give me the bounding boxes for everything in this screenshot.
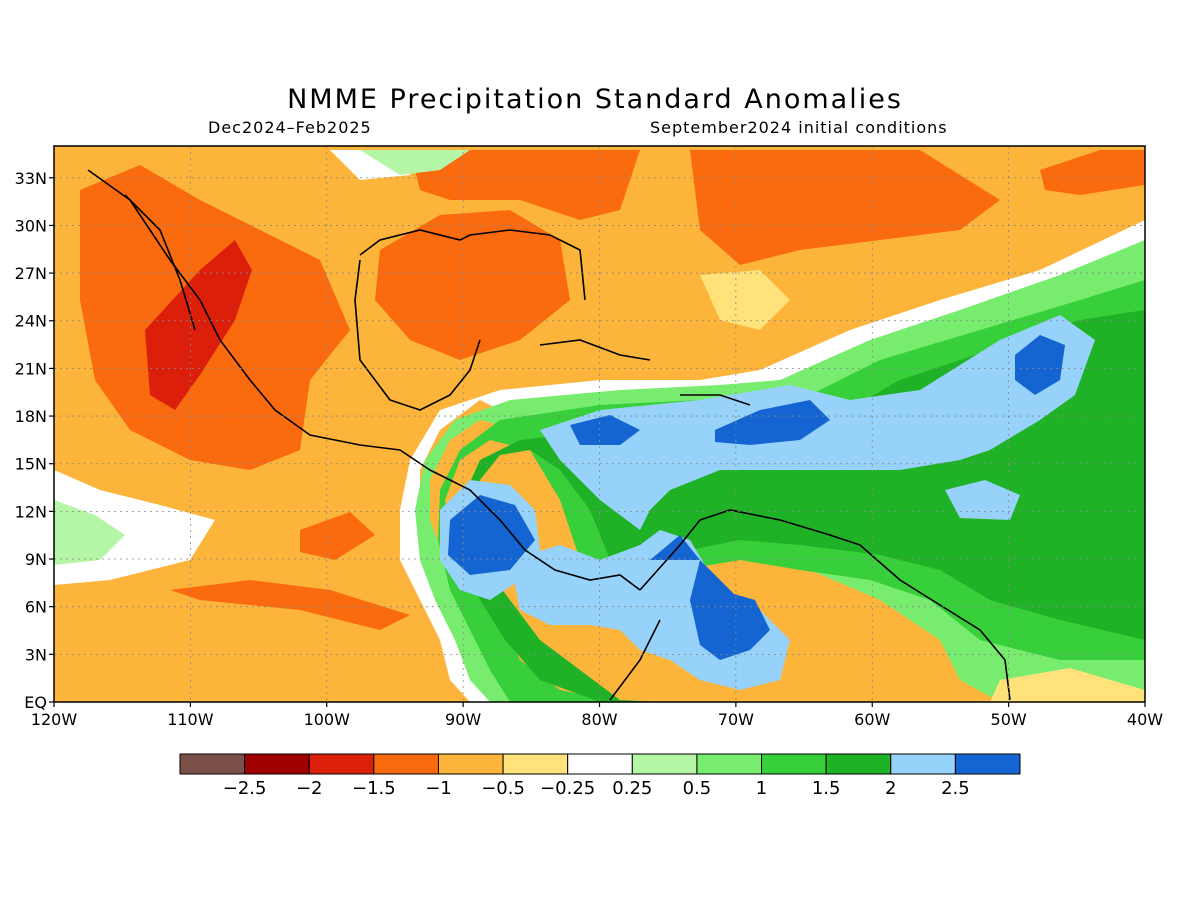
colorbar-label: 2.5 bbox=[941, 778, 970, 799]
colorbar-label: −1 bbox=[425, 778, 452, 799]
colorbar-label: 1.5 bbox=[812, 778, 841, 799]
lat-tick-label: 12N bbox=[15, 502, 47, 521]
colorbar-swatch bbox=[502, 753, 569, 775]
colorbar-swatch bbox=[954, 753, 1021, 775]
lon-tick-label: 80W bbox=[581, 710, 617, 729]
lon-tick-label: 60W bbox=[854, 710, 890, 729]
lat-tick-label: 9N bbox=[25, 550, 47, 569]
lon-tick-label: 100W bbox=[304, 710, 351, 729]
lon-tick-label: 40W bbox=[1127, 710, 1163, 729]
colorbar-label: −0.5 bbox=[481, 778, 525, 799]
colorbar-swatch bbox=[696, 753, 763, 775]
lon-tick-label: 110W bbox=[167, 710, 214, 729]
lon-tick-label: 50W bbox=[991, 710, 1027, 729]
colorbar-label: 2 bbox=[885, 778, 896, 799]
lon-tick-label: 120W bbox=[31, 710, 78, 729]
lat-tick-label: 27N bbox=[15, 264, 47, 283]
colorbar-swatch bbox=[179, 753, 246, 775]
lat-tick-label: 33N bbox=[15, 169, 47, 188]
colorbar: −2.5 −2 −1.5 −1 −0.5 −0.25 0.25 0.5 1 1.5 2 2.5 bbox=[179, 753, 1021, 799]
colorbar-label: −1.5 bbox=[352, 778, 396, 799]
init-conditions-label: September2024 initial conditions bbox=[650, 118, 948, 137]
lat-tick-label: 30N bbox=[15, 216, 47, 235]
colorbar-swatch bbox=[437, 753, 504, 775]
lat-tick-label: 15N bbox=[15, 455, 47, 474]
season-label: Dec2024–Feb2025 bbox=[208, 118, 372, 137]
colorbar-label: 0.25 bbox=[612, 778, 652, 799]
lon-tick-label: 70W bbox=[718, 710, 754, 729]
lon-tick-label: 90W bbox=[445, 710, 481, 729]
colorbar-swatch bbox=[631, 753, 698, 775]
grid-lines bbox=[54, 146, 1145, 702]
colorbar-label: 0.5 bbox=[683, 778, 712, 799]
colorbar-label: −2 bbox=[296, 778, 323, 799]
colorbar-label: 1 bbox=[756, 778, 767, 799]
lat-tick-label: 6N bbox=[25, 598, 47, 617]
colorbar-swatch bbox=[244, 753, 310, 775]
anomaly-field bbox=[54, 146, 1145, 702]
colorbar-label: −2.5 bbox=[223, 778, 267, 799]
colorbar-swatch bbox=[825, 753, 892, 775]
lat-tick-label: 21N bbox=[15, 359, 47, 378]
colorbar-swatch bbox=[373, 753, 439, 775]
axis-ticks: 120W 110W 100W 90W 80W 70W 60W 50W 40W EQ 3N 6N 9N 12… bbox=[15, 169, 1164, 729]
lat-tick-label: 3N bbox=[25, 645, 47, 664]
colorbar-swatch bbox=[567, 753, 633, 775]
lat-tick-label: EQ bbox=[24, 693, 47, 712]
colorbar-label: −0.25 bbox=[540, 778, 595, 799]
lat-tick-label: 18N bbox=[15, 407, 47, 426]
map-title: NMME Precipitation Standard Anomalies bbox=[287, 84, 903, 115]
colorbar-swatch bbox=[761, 753, 827, 775]
colorbar-swatch bbox=[308, 753, 375, 775]
lat-tick-label: 24N bbox=[15, 312, 47, 331]
colorbar-swatch bbox=[890, 753, 956, 775]
